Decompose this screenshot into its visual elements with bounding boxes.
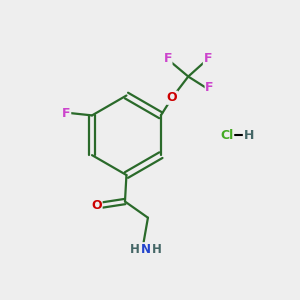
Text: O: O — [92, 199, 102, 212]
Text: H: H — [130, 243, 140, 256]
Text: F: F — [164, 52, 172, 65]
Text: H: H — [152, 243, 161, 256]
Text: N: N — [141, 243, 151, 256]
Text: H: H — [244, 129, 254, 142]
Text: F: F — [205, 81, 214, 94]
Text: F: F — [203, 52, 212, 65]
Text: Cl: Cl — [220, 129, 233, 142]
Text: F: F — [62, 106, 71, 119]
Text: O: O — [167, 91, 177, 104]
